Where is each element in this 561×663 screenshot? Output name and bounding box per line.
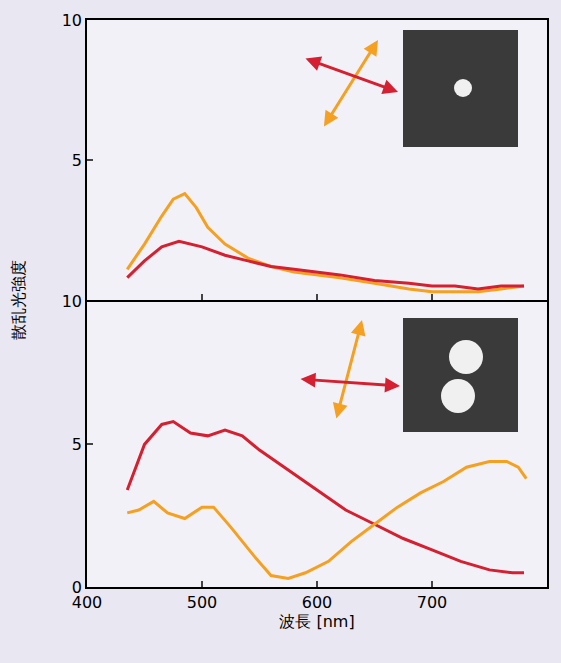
svg-text:400: 400 (72, 593, 103, 612)
svg-text:5: 5 (72, 435, 82, 454)
svg-text:700: 700 (417, 593, 448, 612)
svg-text:波長 [nm]: 波長 [nm] (279, 612, 354, 631)
svg-text:0: 0 (72, 578, 82, 597)
svg-text:散乱光強度: 散乱光強度 (9, 260, 28, 340)
svg-text:10: 10 (62, 292, 82, 311)
svg-text:5: 5 (72, 151, 82, 170)
svg-text:10: 10 (62, 11, 82, 30)
svg-text:500: 500 (187, 593, 218, 612)
svg-text:600: 600 (302, 593, 333, 612)
